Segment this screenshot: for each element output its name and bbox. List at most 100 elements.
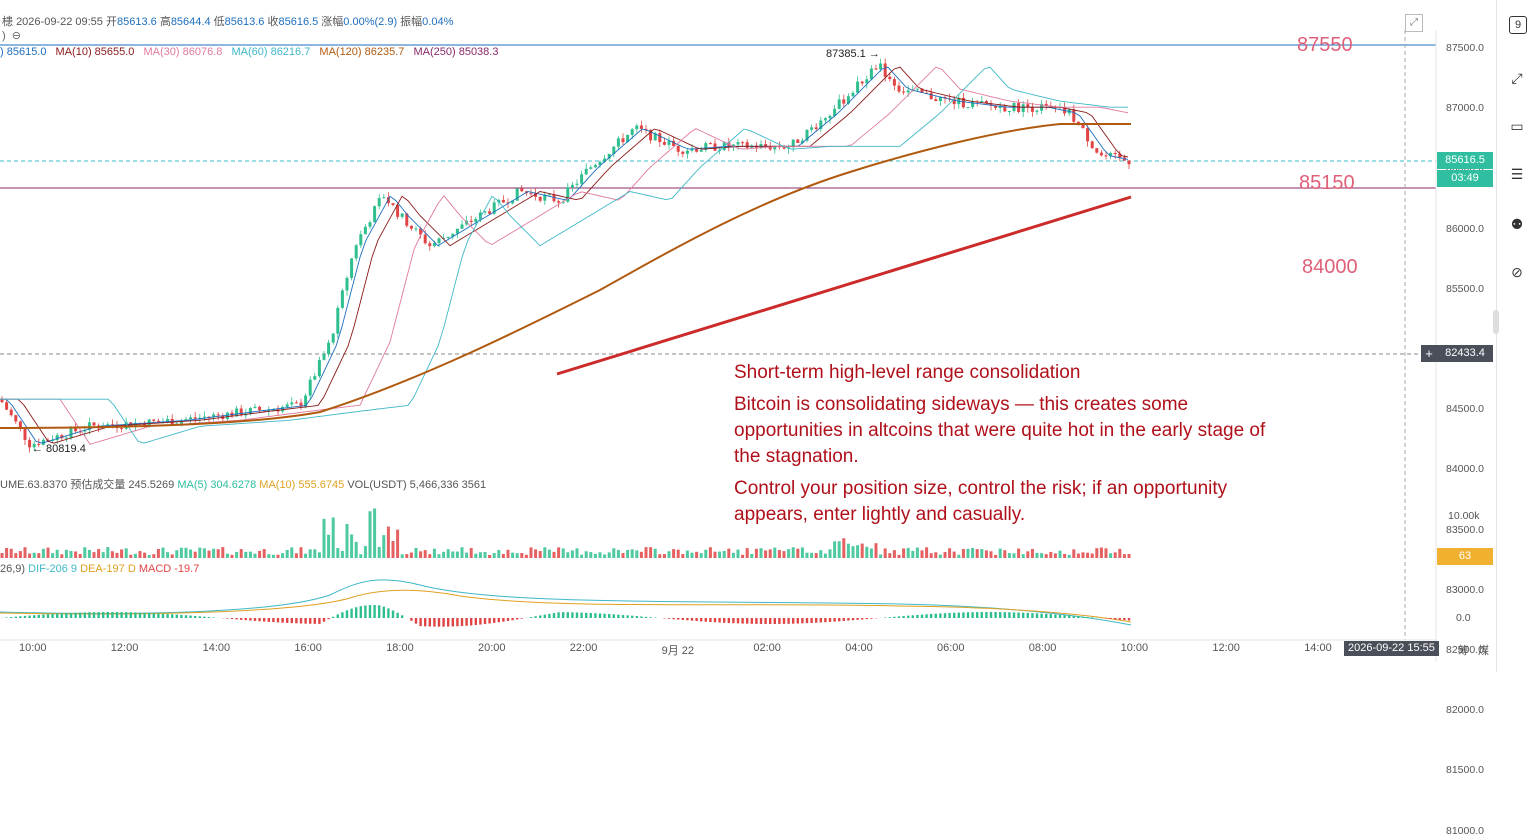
macd-bar <box>176 615 178 618</box>
macd-bar <box>438 618 440 627</box>
macd-bar <box>1040 614 1042 618</box>
volume-bar <box>511 553 514 558</box>
macd-bar <box>576 612 578 618</box>
macd-bar <box>700 618 702 621</box>
compare-icon[interactable]: ⊘ <box>1507 262 1527 282</box>
volume-bar <box>534 549 537 558</box>
volume-bar <box>1045 554 1048 558</box>
volume-bar <box>221 547 224 558</box>
macd-bar <box>387 608 389 618</box>
macd-bar <box>921 615 923 618</box>
volume-bar <box>806 553 809 558</box>
macd-bar <box>994 612 996 618</box>
time-axis-tick: 20:00 <box>478 642 506 654</box>
macd-bar <box>139 613 141 618</box>
macd-bar <box>1008 612 1010 618</box>
volume-bar <box>254 554 257 558</box>
candle-body <box>640 126 643 129</box>
macd-params: 26,9) <box>0 563 25 575</box>
add-alert-icon[interactable]: + <box>1421 345 1437 362</box>
macd-bar <box>332 617 334 618</box>
low-marker: ← 80819.4 <box>32 443 86 455</box>
macd-bar <box>116 612 118 618</box>
candle-body <box>369 222 372 227</box>
macd-bar <box>1045 614 1047 618</box>
macd-bar <box>843 618 845 621</box>
macd-bar <box>962 612 964 618</box>
right-label-a[interactable]: 筹 <box>1458 642 1469 658</box>
macd-bar <box>415 618 417 624</box>
macd-bar <box>479 618 481 625</box>
sidebar-collapse-handle[interactable] <box>1493 310 1499 334</box>
volume-bar <box>157 549 160 558</box>
macd-bar <box>1119 618 1121 620</box>
volume-bar <box>976 549 979 558</box>
candle-body <box>1036 111 1039 112</box>
time-axis-tick: 22:00 <box>570 642 598 654</box>
macd-bar <box>548 614 550 618</box>
price-chart[interactable] <box>0 0 1496 662</box>
candle-body <box>898 86 901 92</box>
volume-bar <box>369 511 372 558</box>
macd-bar <box>369 605 371 618</box>
volume-bar <box>1128 554 1131 558</box>
volume-bar <box>640 552 643 558</box>
macd-bar <box>820 618 822 622</box>
macd-bar <box>314 618 316 624</box>
volume-bar <box>419 551 422 558</box>
macd-bar <box>1004 612 1006 618</box>
monitor-icon[interactable]: ▭ <box>1507 116 1527 136</box>
volume-bar <box>626 550 629 558</box>
macd-bar <box>585 613 587 618</box>
volume-bar <box>672 549 675 558</box>
macd-bar <box>521 618 523 619</box>
volume-bar <box>14 553 17 558</box>
volume-bar <box>424 550 427 558</box>
macd-bar <box>732 618 734 623</box>
layers-icon[interactable]: ☰ <box>1507 164 1527 184</box>
macd-bar <box>498 618 500 622</box>
macd-bar <box>337 614 339 618</box>
volume-bar <box>465 553 468 558</box>
time-axis-tick: 08:00 <box>1029 642 1057 654</box>
macd-bar <box>74 613 76 618</box>
macd-bar <box>889 617 891 618</box>
volume-bar <box>438 554 441 558</box>
volume-bar <box>1054 553 1057 558</box>
candle-body <box>120 428 123 429</box>
candle-body <box>576 184 579 185</box>
volume-bar <box>930 553 933 558</box>
macd-bar <box>1086 617 1088 618</box>
macd-bar <box>226 618 228 619</box>
macd-bar <box>488 618 490 624</box>
macd-bar <box>212 617 214 618</box>
volume-bar <box>185 548 188 558</box>
macd-bar <box>120 612 122 618</box>
volume-bar <box>1123 554 1126 558</box>
volume-bar <box>603 554 606 558</box>
volume-ma10: MA(10) 555.6745 <box>259 479 344 491</box>
volume-bar <box>281 553 284 558</box>
macd-bar <box>580 613 582 618</box>
volume-bar <box>783 551 786 558</box>
volume-bar <box>106 547 109 558</box>
fullscreen-icon[interactable]: ⤢ <box>1405 14 1423 32</box>
price-axis-tick: 84000.0 <box>1446 463 1484 475</box>
macd-bar <box>507 618 509 621</box>
volume-bar <box>1072 549 1075 558</box>
volume-bar <box>750 554 753 558</box>
right-label-b[interactable]: 煤 <box>1478 642 1489 658</box>
macd-bar <box>640 616 642 618</box>
calendar-9-icon[interactable]: 9 <box>1509 16 1527 34</box>
robot-icon[interactable]: ⚉ <box>1507 214 1527 234</box>
volume-bar <box>838 541 841 558</box>
notes-paragraph-1: Bitcoin is consolidating sideways — this… <box>734 392 1294 470</box>
expand-icon[interactable]: ⤢ <box>1507 68 1527 88</box>
macd-bar <box>617 615 619 618</box>
candle-body <box>631 129 634 135</box>
candle-body <box>1008 111 1011 112</box>
macd-legend: 26,9) DIF-206 9 DEA-197 D MACD -19.7 <box>0 563 199 575</box>
candle-body <box>741 142 744 143</box>
candle-body <box>838 99 841 108</box>
candle-body <box>1114 153 1117 154</box>
